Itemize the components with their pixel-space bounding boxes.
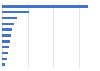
Bar <box>2 46 9 48</box>
Bar <box>2 34 11 37</box>
Bar <box>2 28 12 31</box>
Bar <box>2 23 14 25</box>
Bar <box>2 17 17 19</box>
Bar <box>2 52 8 54</box>
Bar <box>2 58 7 60</box>
Bar <box>2 11 29 13</box>
Bar <box>2 40 10 43</box>
Bar <box>2 5 88 8</box>
Bar <box>2 63 5 66</box>
